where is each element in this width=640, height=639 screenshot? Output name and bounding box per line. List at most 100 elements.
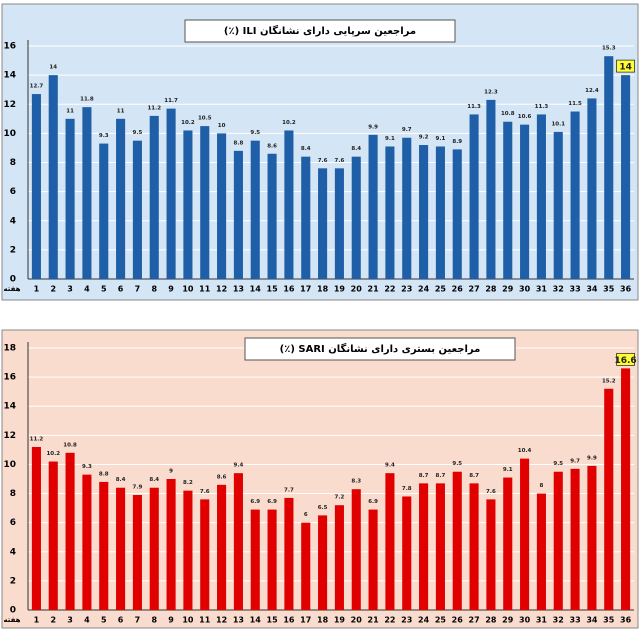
bar (82, 474, 92, 610)
value-label: 11.8 (80, 97, 94, 103)
bar (402, 137, 412, 279)
x-tick-label: 15 (267, 285, 279, 294)
x-tick-label: 5 (101, 616, 107, 625)
y-tick-label: 10 (3, 129, 16, 139)
x-tick-label: 3 (67, 616, 73, 625)
value-label: 11.5 (568, 101, 582, 107)
value-label: 8.3 (351, 479, 361, 485)
bar (368, 134, 378, 279)
x-tick-label: 36 (620, 616, 632, 625)
bar (419, 483, 429, 610)
bar (334, 168, 344, 279)
x-tick-label: 28 (485, 285, 497, 294)
title-box (244, 337, 516, 361)
value-label: 8.4 (149, 477, 159, 483)
value-label: 8.4 (351, 146, 361, 152)
value-label: 8.7 (419, 473, 429, 479)
value-label: 10.5 (198, 116, 212, 122)
x-tick-label: 19 (334, 285, 346, 294)
y-tick-label: 8 (10, 489, 16, 499)
value-label: 9.1 (385, 136, 395, 142)
value-label: 7.6 (200, 489, 210, 495)
bar (419, 145, 429, 279)
bar (385, 473, 395, 610)
x-tick-label: 7 (135, 616, 141, 625)
value-label: 9.5 (553, 461, 563, 467)
bar (200, 126, 210, 279)
x-tick-label: 2 (50, 285, 56, 294)
value-label: 14 (619, 63, 632, 73)
x-tick-label: 16 (283, 285, 295, 294)
value-label: 8 (540, 483, 544, 489)
bar (284, 130, 294, 279)
value-label: 8.4 (116, 477, 126, 483)
y-tick-label: 14 (3, 402, 16, 412)
x-tick-label: 8 (151, 285, 157, 294)
x-axis-label: هفته (4, 616, 21, 624)
value-label: 11.2 (147, 105, 161, 111)
bar (520, 124, 530, 279)
x-tick-label: 1 (34, 616, 40, 625)
bar (183, 130, 193, 279)
y-tick-label: 14 (3, 71, 16, 81)
x-tick-label: 14 (250, 285, 262, 294)
bar (65, 452, 75, 610)
bar (99, 481, 109, 610)
value-label: 15.3 (602, 46, 616, 52)
bar (149, 487, 159, 610)
value-label: 9.5 (250, 130, 260, 136)
bar (536, 493, 546, 610)
bar (65, 118, 75, 279)
value-label: 15.2 (602, 378, 616, 384)
value-label: 11.3 (535, 104, 549, 110)
value-label: 7.2 (335, 495, 345, 501)
value-label: 6.9 (267, 499, 277, 505)
y-tick-label: 8 (10, 158, 16, 168)
y-tick-label: 4 (10, 547, 16, 557)
x-tick-label: 12 (216, 285, 227, 294)
x-tick-label: 30 (519, 285, 531, 294)
value-label: 8.8 (234, 140, 244, 146)
bar (132, 495, 142, 610)
y-tick-label: 18 (3, 344, 16, 354)
value-label: 7.8 (402, 486, 412, 492)
bar (116, 118, 126, 279)
y-tick-label: 2 (10, 245, 16, 255)
bar (233, 473, 243, 610)
bar (166, 108, 176, 280)
value-label: 9.1 (436, 136, 446, 142)
chart-title: مراجعین بستری دارای نشانگان SARI (٪) (280, 342, 481, 355)
x-tick-label: 9 (168, 285, 174, 294)
x-tick-label: 29 (502, 285, 514, 294)
value-label: 10 (218, 123, 226, 129)
bar (217, 133, 227, 279)
x-tick-label: 1 (34, 285, 40, 294)
bar (368, 509, 378, 610)
bar (604, 388, 614, 610)
x-tick-label: 33 (570, 616, 581, 625)
value-label: 9.3 (99, 133, 109, 139)
y-tick-label: 6 (10, 187, 16, 197)
x-tick-label: 25 (435, 616, 447, 625)
bar (486, 99, 496, 279)
value-label: 9 (169, 469, 173, 475)
bar (217, 484, 227, 610)
value-label: 7.6 (335, 158, 345, 164)
value-label: 8.4 (301, 146, 311, 152)
bar (48, 75, 58, 279)
x-tick-label: 34 (586, 616, 598, 625)
x-tick-label: 24 (418, 616, 430, 625)
value-label: 8.2 (183, 480, 193, 486)
x-tick-label: 34 (586, 285, 598, 294)
value-label: 9.9 (587, 455, 597, 461)
bar (520, 458, 530, 610)
bar (452, 149, 462, 279)
bar (233, 150, 243, 279)
x-tick-label: 22 (384, 285, 395, 294)
bar (149, 115, 159, 280)
value-label: 9.3 (82, 464, 92, 470)
value-label: 6 (304, 512, 308, 518)
bar (250, 140, 260, 279)
value-label: 6.9 (368, 499, 378, 505)
